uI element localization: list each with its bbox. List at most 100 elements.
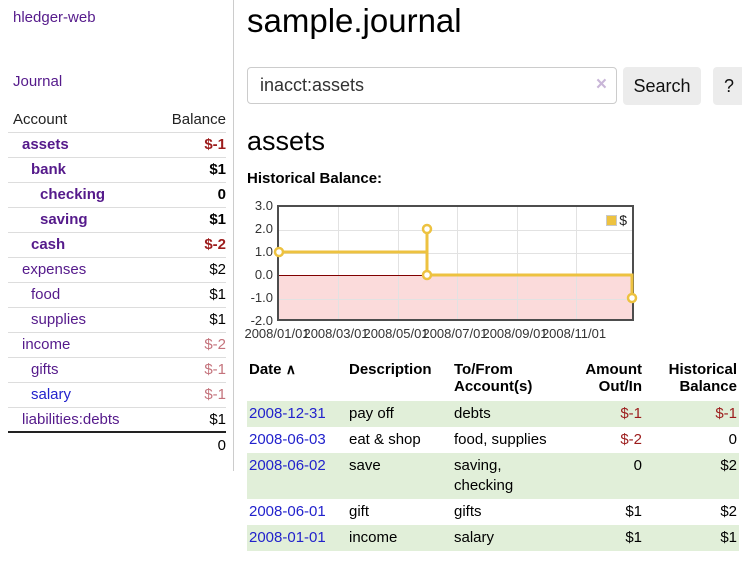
account-balance: $1: [154, 282, 226, 308]
account-row-checking: checking 0: [8, 182, 226, 208]
transaction-date-link[interactable]: 2008-06-01: [249, 503, 326, 520]
sort-ascending-icon: ∧: [285, 361, 296, 377]
account-link-saving[interactable]: saving: [40, 211, 88, 228]
transaction-date-link[interactable]: 2008-01-01: [249, 529, 326, 546]
account-link-assets[interactable]: assets: [22, 136, 69, 153]
transaction-description: eat & shop: [349, 431, 421, 448]
transaction-balance: $2: [720, 503, 737, 520]
description-column-header: Description: [349, 361, 432, 378]
clear-search-icon[interactable]: ×: [595, 74, 607, 95]
account-link-supplies[interactable]: supplies: [31, 311, 87, 328]
account-link-income[interactable]: income: [22, 336, 71, 353]
account-row-salary: salary $-1: [8, 382, 226, 408]
transaction-balance: $-1: [644, 401, 739, 427]
transaction-date-link[interactable]: 2008-06-03: [249, 431, 326, 448]
transaction-row: 2008-06-03 eat & shop food, supplies $-2…: [247, 427, 739, 453]
gridline: [576, 207, 577, 319]
transaction-balance: $2: [644, 453, 739, 499]
accounts-column-header: To/From Account(s): [454, 361, 533, 395]
account-row-bank: bank $1: [8, 157, 226, 183]
accounts-table: Account Balance assets $-1 bank $1 check…: [8, 107, 226, 457]
account-column-header: Account: [8, 107, 155, 133]
transaction-accounts: gifts: [454, 503, 482, 520]
account-balance: $-2: [154, 232, 226, 258]
account-link-liabilities-debts[interactable]: liabilities:debts: [22, 410, 120, 428]
accounts-total-value: 0: [154, 431, 226, 457]
transaction-balance: $1: [644, 525, 739, 551]
x-tick: 2008/11/01: [541, 326, 607, 341]
y-tick: 3.0: [254, 198, 273, 213]
account-balance: $-1: [154, 382, 226, 408]
y-tick: -1.0: [250, 290, 273, 305]
accounts-table-header: Account Balance: [8, 107, 226, 133]
account-balance: $1: [154, 307, 226, 333]
gridline: [279, 230, 632, 231]
negative-region: [279, 276, 632, 319]
balance-column-header: Historical Balance: [668, 361, 737, 395]
transaction-date-link[interactable]: 2008-12-31: [249, 405, 326, 422]
account-link-checking[interactable]: checking: [40, 186, 106, 203]
transaction-description: pay off: [347, 401, 452, 427]
legend-label: $: [619, 212, 627, 228]
search-input[interactable]: [247, 67, 617, 104]
balance-column-header: Balance: [154, 107, 226, 133]
x-tick: 2008/03/01: [303, 326, 369, 341]
transaction-balance: 0: [728, 431, 737, 448]
gridline: [398, 207, 399, 319]
app-title-link[interactable]: hledger-web: [13, 9, 96, 26]
legend-swatch: [606, 214, 618, 226]
transaction-row: 2008-06-01 gift gifts $1 $2: [247, 499, 739, 525]
date-column-header[interactable]: Date ∧: [247, 359, 347, 401]
account-balance: 0: [154, 182, 226, 208]
help-button[interactable]: ?: [713, 67, 742, 105]
transaction-row: 2008-01-01 income salary $1 $1: [247, 525, 739, 551]
account-row-liabilities-debts: liabilities:debts $1: [8, 407, 226, 433]
sidebar-item-journal[interactable]: Journal: [13, 73, 63, 90]
account-link-food[interactable]: food: [31, 286, 61, 303]
account-row-food: food $1: [8, 282, 226, 308]
x-tick: 2008/07/01: [422, 326, 488, 341]
account-link-gifts[interactable]: gifts: [31, 361, 59, 378]
page-title: sample.journal: [247, 2, 462, 39]
transaction-amount: 0: [562, 453, 644, 499]
search-button[interactable]: Search: [623, 67, 701, 105]
transaction-amount: $1: [625, 503, 642, 520]
chart-legend: $: [606, 212, 627, 228]
transaction-amount: $1: [562, 525, 644, 551]
account-link-bank[interactable]: bank: [31, 161, 67, 178]
transaction-amount: $-2: [620, 431, 642, 448]
account-link-cash[interactable]: cash: [31, 236, 66, 253]
account-link-salary[interactable]: salary: [31, 386, 72, 403]
x-tick: 2008/01/01: [244, 326, 310, 341]
transaction-accounts: saving, checking: [452, 453, 562, 499]
register-header: Date ∧ Description To/From Account(s) Am…: [247, 359, 739, 401]
account-row-income: income $-2: [8, 332, 226, 358]
account-balance: $-1: [154, 132, 226, 158]
transaction-row: 2008-06-02 save saving, checking 0 $2: [247, 453, 739, 499]
transaction-description: income: [347, 525, 452, 551]
account-row-cash: cash $-2: [8, 232, 226, 258]
gridline: [457, 207, 458, 319]
balance-line-series: [273, 223, 638, 304]
gridline: [338, 207, 339, 319]
gridline: [279, 253, 632, 254]
register-table: Date ∧ Description To/From Account(s) Am…: [247, 359, 739, 551]
account-balance: $1: [154, 207, 226, 233]
transaction-date-link[interactable]: 2008-06-02: [249, 457, 326, 474]
y-tick: 2.0: [254, 221, 273, 236]
date-header-label: Date: [249, 361, 282, 378]
transaction-accounts: food, supplies: [454, 431, 547, 448]
transaction-row: 2008-12-31 pay off debts $-1 $-1: [247, 401, 739, 427]
account-link-expenses[interactable]: expenses: [22, 261, 87, 278]
gridline: [279, 299, 632, 300]
account-row-assets: assets $-1: [8, 132, 226, 158]
x-tick: 2008/05/01: [363, 326, 429, 341]
sidebar: hledger-web Journal Account Balance asse…: [0, 0, 234, 471]
main-content: sample.journal × Search ? assets Histori…: [234, 0, 742, 551]
amount-column-header: Amount Out/In: [585, 361, 642, 395]
y-tick: -2.0: [250, 313, 273, 328]
account-balance: $1: [154, 407, 226, 433]
account-row-supplies: supplies $1: [8, 307, 226, 333]
x-tick: 2008/09/01: [482, 326, 548, 341]
account-balance: $-2: [154, 332, 226, 358]
